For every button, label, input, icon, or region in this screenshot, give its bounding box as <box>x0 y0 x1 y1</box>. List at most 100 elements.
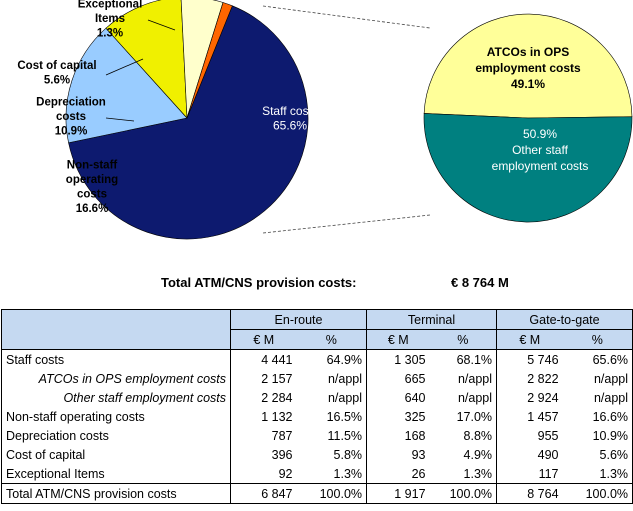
header-group-gate-to-gate: Gate-to-gate <box>496 309 633 330</box>
header-unit-cell: € M <box>230 329 297 350</box>
row-value: 787 <box>271 428 293 443</box>
label-non-staff-operating-costs: Non-staff operating costs 16.6% <box>66 159 118 215</box>
table-header-groups: En-route Terminal Gate-to-gate <box>1 309 633 330</box>
table-row: Non-staff operating costs 1 132 16.5% 325 17… <box>1 407 633 426</box>
label-text: Staff costs <box>262 104 318 118</box>
label-text: employment costs <box>475 61 581 75</box>
total-row-value: 100.0% <box>429 483 498 504</box>
row-value: 2 157 <box>261 371 293 386</box>
header-unit-cell: % <box>296 329 368 350</box>
table-row: Other staff employment costs 2 284 n/appl 6… <box>1 388 633 407</box>
row-value: n/appl <box>562 388 633 407</box>
label-percent: 5.6% <box>44 74 70 86</box>
row-label: Cost of capital <box>1 445 231 464</box>
header-corner-lower <box>1 329 231 350</box>
row-value: 1 457 <box>527 409 559 424</box>
header-group-en-route: En-route <box>230 309 368 330</box>
row-value: 5.8% <box>296 445 368 464</box>
row-value: 2 284 <box>261 390 293 405</box>
row-value: 1.3% <box>429 464 498 484</box>
label-other-staff-employment-costs: 50.9% Other staff employment costs <box>492 127 589 173</box>
total-costs-label: Total ATM/CNS provision costs: <box>161 275 357 290</box>
total-row-value: 100.0% <box>562 483 633 504</box>
label-text: Depreciation <box>36 97 106 109</box>
label-percent: 65.6% <box>273 118 307 132</box>
row-value: 325 <box>404 409 426 424</box>
row-value: 2 924 <box>527 390 559 405</box>
row-value: 64.9% <box>296 349 368 369</box>
label-atcos-in-ops-employment-costs: ATCOs in OPS employment costs 49.1% <box>475 45 581 91</box>
row-label: ATCOs in OPS employment costs <box>1 369 231 388</box>
table-total-row: Total ATM/CNS provision costs 6 847 100.0%… <box>1 483 633 504</box>
total-row-value: 100.0% <box>296 483 368 504</box>
slice-exceptional-items <box>186 2 233 119</box>
row-value: 1 132 <box>261 409 293 424</box>
row-value: 11.5% <box>296 426 368 445</box>
header-unit-cell: % <box>562 329 633 350</box>
connector-line-top <box>262 5 431 29</box>
total-row-value: 8 764 <box>496 483 563 504</box>
label-staff-costs: Staff costs 65.6% <box>262 104 318 133</box>
label-depreciation-costs: Depreciation costs 10.9% <box>36 97 106 138</box>
staff-breakdown-pie-chart <box>423 13 633 223</box>
label-text: costs <box>77 188 107 200</box>
table-row: Cost of capital 396 5.8% 93 4.9% 490 5.6% <box>1 445 633 464</box>
label-percent: 10.9% <box>55 126 88 138</box>
row-value: n/appl <box>429 369 498 388</box>
label-exceptional-items: Exceptional Items 1.3% <box>78 0 143 40</box>
leader-line <box>105 117 135 122</box>
slice-non-staff-operating-costs <box>65 27 188 144</box>
label-text: Items <box>95 13 125 25</box>
table-header-units: € M% € M% € M% <box>1 329 633 350</box>
label-text: Exceptional <box>78 0 143 11</box>
label-text: ATCOs in OPS <box>487 45 569 59</box>
row-value: 4 441 <box>261 352 293 367</box>
row-value: 168 <box>404 428 426 443</box>
total-row-value: 1 917 <box>366 483 430 504</box>
table-row: Exceptional Items 92 1.3% 26 1.3% 117 1.3% <box>1 464 633 484</box>
slice-other-staff-employment-costs <box>423 113 633 223</box>
slice-depreciation-costs <box>105 0 188 119</box>
cost-breakdown-figure: Staff costs 65.6% Non-staff operating costs 1… <box>17 0 633 240</box>
row-value: 8.8% <box>429 426 498 445</box>
row-value: 65.6% <box>562 349 633 369</box>
row-value: 16.6% <box>562 407 633 426</box>
row-value: 955 <box>537 428 559 443</box>
row-value: 2 822 <box>527 371 559 386</box>
row-value: n/appl <box>562 369 633 388</box>
total-row-label: Total ATM/CNS provision costs <box>1 483 231 504</box>
row-label: Staff costs <box>1 349 231 369</box>
total-costs-line: Total ATM/CNS provision costs: € 8 764 M <box>0 275 633 293</box>
label-percent: 1.3% <box>97 28 123 40</box>
label-text: employment costs <box>492 159 589 173</box>
main-pie-labels: Staff costs 65.6% Non-staff operating costs 1… <box>17 0 318 215</box>
row-value: 117 <box>538 466 559 481</box>
cost-breakdown-table: En-route Terminal Gate-to-gate € M% € M% € M%… <box>1 309 633 504</box>
label-text: operating <box>66 174 118 186</box>
slice-staff-costs <box>68 5 309 240</box>
main-pie-chart <box>65 0 309 240</box>
total-row-value: 6 847 <box>230 483 297 504</box>
row-label: Non-staff operating costs <box>1 407 231 426</box>
row-value: 1.3% <box>296 464 368 484</box>
row-value: 396 <box>271 447 293 462</box>
table-row: Depreciation costs 787 11.5% 168 8.8% 955 10.9… <box>1 426 633 445</box>
leader-line <box>147 19 176 31</box>
row-value: n/appl <box>296 369 368 388</box>
label-cost-of-capital: Cost of capital 5.6% <box>17 60 96 87</box>
connector-line-bottom <box>262 214 431 234</box>
row-value: n/appl <box>429 388 498 407</box>
row-value: 665 <box>404 371 426 386</box>
row-label: Depreciation costs <box>1 426 231 445</box>
row-value: n/appl <box>296 388 368 407</box>
row-value: 490 <box>537 447 559 462</box>
label-percent: 16.6% <box>76 203 109 215</box>
row-value: 4.9% <box>429 445 498 464</box>
row-value: 17.0% <box>429 407 498 426</box>
sub-pie-labels: ATCOs in OPS employment costs 49.1% 50.9% Ot… <box>475 45 588 173</box>
row-value: 10.9% <box>562 426 633 445</box>
row-value: 5.6% <box>562 445 633 464</box>
table-row: ATCOs in OPS employment costs 2 157 n/appl… <box>1 369 633 388</box>
row-value: 1.3% <box>562 464 633 484</box>
row-value: 92 <box>278 466 293 481</box>
